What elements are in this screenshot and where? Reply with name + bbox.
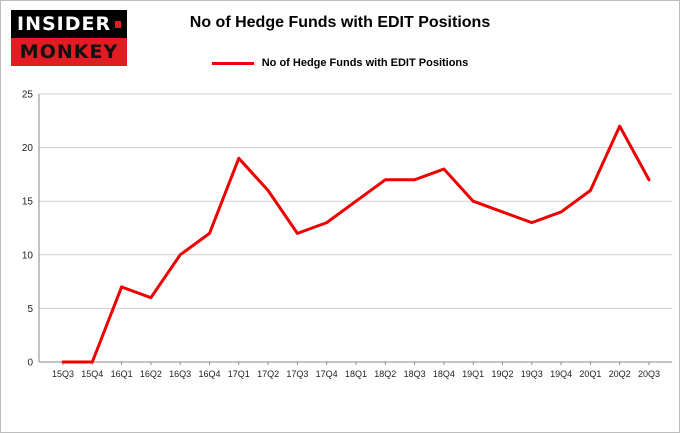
- x-tick-label: 16Q4: [198, 369, 220, 379]
- x-tick-label: 17Q3: [286, 369, 308, 379]
- x-tick-label: 19Q4: [550, 369, 572, 379]
- legend-label: No of Hedge Funds with EDIT Positions: [261, 57, 469, 69]
- x-tick-label: 18Q4: [433, 369, 455, 379]
- x-tick-label: 19Q1: [462, 369, 484, 379]
- x-tick-label: 18Q3: [404, 369, 426, 379]
- y-tick-label: 25: [22, 90, 34, 101]
- x-tick-label: 20Q3: [638, 369, 660, 379]
- x-tick-label: 17Q4: [316, 369, 338, 379]
- x-tick-label: 18Q2: [374, 369, 396, 379]
- logo-monkey-text: MONKEY: [11, 38, 127, 66]
- x-tick-label: 16Q2: [140, 369, 162, 379]
- x-tick-label: 17Q1: [228, 369, 250, 379]
- y-tick-label: 15: [22, 197, 34, 208]
- x-tick-label: 15Q3: [52, 369, 74, 379]
- x-tick-label: 15Q4: [81, 369, 103, 379]
- x-tick-label: 20Q2: [609, 369, 631, 379]
- y-tick-label: 5: [27, 304, 33, 315]
- y-tick-label: 10: [22, 250, 34, 261]
- y-tick-label: 0: [27, 358, 33, 369]
- x-tick-label: 18Q1: [345, 369, 367, 379]
- chart-title: No of Hedge Funds with EDIT Positions: [189, 14, 491, 31]
- x-tick-label: 19Q3: [521, 369, 543, 379]
- x-tick-label: 16Q1: [111, 369, 133, 379]
- y-tick-label: 20: [22, 143, 34, 154]
- x-tick-label: 16Q3: [169, 369, 191, 379]
- chart-legend: No of Hedge Funds with EDIT Positions: [1, 57, 679, 69]
- insider-monkey-logo: INSIDER MONKEY: [11, 10, 127, 66]
- series-line: [61, 124, 651, 364]
- logo-top-row: INSIDER: [11, 10, 127, 38]
- x-tick-label: 17Q2: [257, 369, 279, 379]
- x-tick-label: 20Q1: [579, 369, 601, 379]
- logo-red-square-icon: [115, 20, 121, 28]
- legend-line-swatch: [211, 61, 254, 65]
- x-tick-label: 19Q2: [491, 369, 513, 379]
- logo-insider-text: INSIDER: [17, 13, 112, 35]
